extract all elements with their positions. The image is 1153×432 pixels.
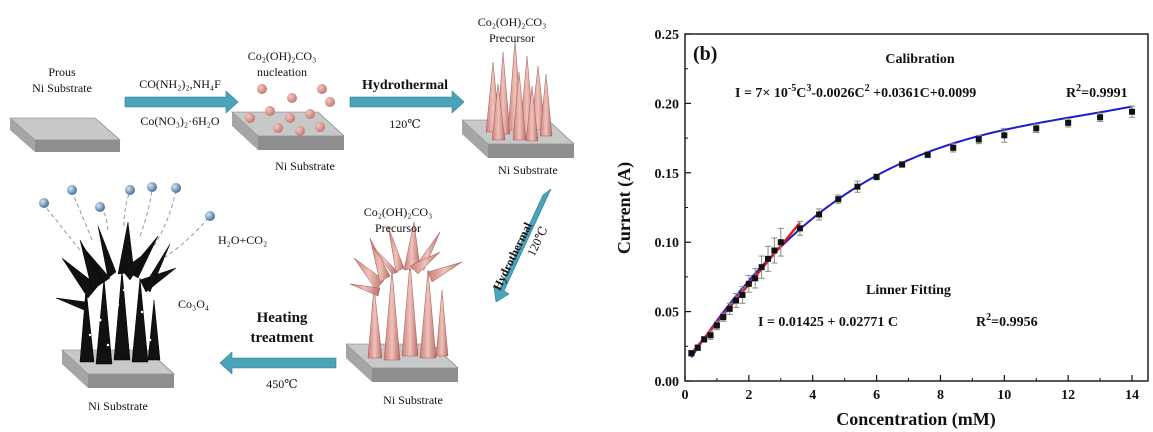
label-prous-substrate: Ni Substrate: [32, 81, 92, 95]
data-point: [816, 211, 823, 218]
x-tick-label: 6: [873, 388, 880, 403]
label-ni-substrate-3: Ni Substrate: [383, 393, 443, 407]
y-tick-label: 0.05: [655, 306, 680, 321]
y-tick-label: 0.10: [655, 236, 680, 251]
x-axis-label: Concentration (mM): [836, 409, 995, 430]
precursor-spikes-1: [485, 39, 553, 142]
axes-layer: 0 2 4 6 8 10 12 14 0.00 0.05 0.10 0.15 0.20 0.25: [655, 28, 1140, 403]
data-point: [701, 336, 708, 343]
x-tick-label: 4: [809, 388, 816, 403]
x-tick-label: 0: [682, 388, 689, 403]
data-point: [1033, 125, 1040, 132]
label-precursor-2-formula: Co₂(OH)₂CO₃: [364, 205, 433, 219]
y-axis-label: Current (A): [614, 162, 635, 254]
linear-title: Linner Fitting: [866, 283, 951, 298]
precursor-flowers-2: [349, 221, 463, 361]
data-point: [739, 291, 746, 298]
label-prous: Prous: [48, 65, 76, 79]
data-point: [765, 255, 772, 262]
data-point: [726, 305, 733, 312]
data-point: [777, 239, 784, 246]
points-layer: [688, 105, 1136, 357]
panel-label: (b): [693, 43, 717, 65]
label-gas: H₂O+CO₂: [218, 233, 267, 247]
data-point: [713, 322, 720, 329]
label-temp-450: 450℃: [266, 377, 297, 391]
data-point: [758, 264, 765, 271]
label-ni-substrate-4: Ni Substrate: [88, 399, 148, 413]
nucleation-dots: [245, 84, 335, 136]
data-point: [707, 332, 714, 339]
data-point: [873, 173, 880, 180]
data-point: [1129, 108, 1136, 115]
linear-equation: I = 0.01425 + 0.02771 C: [758, 315, 898, 330]
data-point: [733, 297, 740, 304]
calibration-chart: 0 2 4 6 8 10 12 140.000.050.100.150.200.25 (b) …: [614, 28, 1149, 430]
arrow-4: [219, 351, 337, 375]
x-tick-label: 14: [1125, 388, 1139, 403]
label-ni-substrate-2: Ni Substrate: [498, 163, 558, 177]
y-tick-label: 0.20: [655, 97, 680, 112]
data-point: [975, 136, 982, 143]
label-reagents-top: CO(NH₂)₂,NH₄F: [139, 77, 221, 91]
co3o4-pores: [88, 288, 152, 347]
x-tick-label: 8: [937, 388, 944, 403]
label-heating: Heating: [257, 310, 308, 326]
data-point: [688, 350, 695, 357]
label-temp-120-a: 120℃: [389, 117, 420, 131]
label-treatment: treatment: [250, 330, 313, 346]
label-nucleation-formula: Co₂(OH)₂CO₃: [248, 49, 317, 63]
substrate-plate-1: [9, 117, 121, 152]
arrow-3: [493, 188, 552, 303]
x-tick-label: 12: [1061, 388, 1075, 403]
y-tick-label: 0.15: [655, 167, 680, 182]
data-point: [924, 151, 931, 158]
co3o4-clusters: [55, 221, 177, 365]
data-point: [771, 247, 778, 254]
data-point: [745, 280, 752, 287]
y-tick-label: 0.25: [655, 28, 680, 43]
data-point: [835, 196, 842, 203]
data-point: [950, 144, 957, 151]
label-co3o4: Co₃O₄: [178, 297, 209, 311]
label-ni-substrate-1: Ni Substrate: [275, 159, 335, 173]
x-tick-label: 2: [745, 388, 752, 403]
data-point: [1065, 119, 1072, 126]
label-precursor-1: Precursor: [489, 31, 535, 45]
data-point: [694, 344, 701, 351]
data-point: [720, 314, 727, 321]
arrow-2: [349, 90, 465, 114]
label-hydrothermal-1: Hydrothermal: [362, 78, 448, 93]
data-point: [854, 183, 861, 190]
data-point: [796, 225, 803, 232]
label-hydrothermal-2: Hydrothermal: [490, 219, 535, 292]
calibration-r2: R2=0.9991: [1066, 83, 1128, 101]
x-tick-label: 10: [997, 388, 1011, 403]
calibration-title: Calibration: [885, 52, 954, 67]
data-point: [752, 275, 759, 282]
synthesis-scheme: Prous Ni Substrate CO(NH₂)₂,NH₄F Co(NO₃)…: [9, 15, 575, 413]
data-point: [899, 161, 906, 168]
calibration-equation: I = 7× 10-5C3-0.0026C2 +0.0361C+0.0099: [735, 83, 976, 101]
calibration-fit-line: [690, 105, 1133, 358]
data-point: [1001, 132, 1008, 139]
arrow-1: [124, 90, 239, 114]
label-nucleation: nucleation: [257, 65, 307, 79]
linear-r2: R2=0.9956: [976, 312, 1038, 330]
label-precursor-1-formula: Co₂(OH)₂CO₃: [478, 15, 547, 29]
label-reagents-bottom: Co(NO₃)₂·6H₂O: [140, 114, 220, 128]
gas-bubbles: [39, 182, 215, 221]
label-precursor-2: Precursor: [375, 221, 421, 235]
y-tick-label: 0.00: [655, 375, 680, 390]
data-point: [1097, 114, 1104, 121]
